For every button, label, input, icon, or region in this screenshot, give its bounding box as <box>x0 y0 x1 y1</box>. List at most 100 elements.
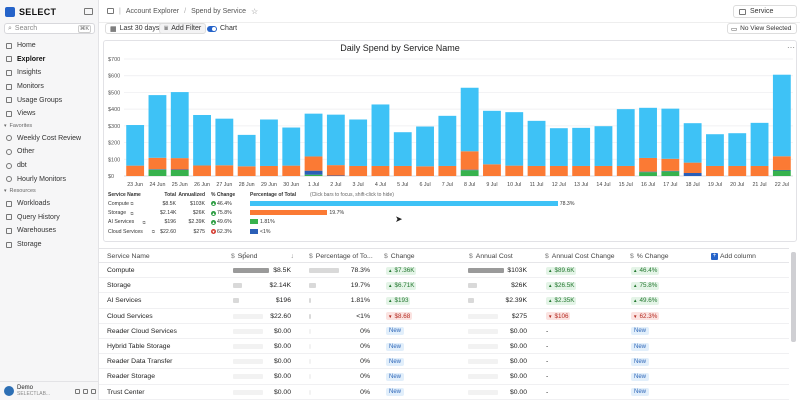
bar-segment[interactable] <box>170 92 189 159</box>
col-pct-change[interactable]: $% Change <box>630 249 669 263</box>
sort-icon[interactable]: ⤢ <box>240 252 247 259</box>
favorite-star-icon[interactable]: ☆ <box>250 6 259 16</box>
bar-segment[interactable] <box>483 164 501 176</box>
bar-segment[interactable] <box>126 125 145 166</box>
external-link-icon[interactable]: ⧉ <box>142 219 146 225</box>
bar-segment[interactable] <box>706 134 724 166</box>
bar-segment[interactable] <box>505 112 524 166</box>
bar-segment[interactable] <box>170 158 189 170</box>
service-name[interactable]: Hybrid Table Storage <box>107 343 171 350</box>
favorites-section[interactable]: ▾ Favorites <box>0 121 99 132</box>
bar-segment[interactable] <box>438 115 457 166</box>
service-name[interactable]: AI Services <box>107 297 142 305</box>
bar-segment[interactable] <box>639 172 657 176</box>
resource-item[interactable]: Storage <box>0 238 99 252</box>
bar-segment[interactable] <box>661 170 680 172</box>
bar-segment[interactable] <box>572 127 591 166</box>
favorite-item[interactable]: Weekly Cost Review <box>0 132 99 146</box>
bar-segment[interactable] <box>706 165 724 176</box>
bar-segment[interactable] <box>728 165 747 176</box>
external-link-icon[interactable]: ⧉ <box>151 229 155 235</box>
resource-item[interactable]: Workloads <box>0 197 99 211</box>
bar-segment[interactable] <box>661 171 680 176</box>
panel-toggle-icon[interactable] <box>107 8 114 14</box>
bar-segment[interactable] <box>371 165 390 176</box>
bar-segment[interactable] <box>572 165 591 176</box>
bar-segment[interactable] <box>772 170 791 176</box>
share-bar[interactable] <box>250 200 558 206</box>
service-name[interactable]: Trust Center <box>107 388 145 396</box>
bar-segment[interactable] <box>282 127 301 166</box>
bar-segment[interactable] <box>148 157 167 170</box>
table-row[interactable]: Reader Cloud Services $0.00 0% New $0.00 - New <box>99 324 789 339</box>
bar-segment[interactable] <box>237 134 256 167</box>
bar-segment[interactable] <box>326 165 345 176</box>
resource-item[interactable]: Query History <box>0 211 99 225</box>
table-scrollbar[interactable] <box>791 252 796 342</box>
bar-segment[interactable] <box>393 165 412 176</box>
sidebar-item[interactable]: Explorer <box>0 53 99 67</box>
bar-segment[interactable] <box>170 169 189 170</box>
bar-segment[interactable] <box>193 114 211 166</box>
bar-segment[interactable] <box>460 169 479 171</box>
resources-section[interactable]: ▾ Resources <box>0 186 99 197</box>
service-name[interactable]: Reader Data Transfer <box>107 358 173 366</box>
table-row[interactable]: Reader Data Transfer $0.00 0% New $0.00 - New <box>99 354 789 370</box>
sidebar-item[interactable]: Home <box>0 39 99 53</box>
sidebar-item[interactable]: Monitors <box>0 80 99 94</box>
bar-segment[interactable] <box>772 74 791 157</box>
col-percentage[interactable]: $ Percentage of To... <box>309 249 373 263</box>
favorite-item[interactable]: Other <box>0 145 99 159</box>
bar-segment[interactable] <box>304 113 323 157</box>
bar-segment[interactable] <box>661 108 680 159</box>
bar-segment[interactable] <box>260 119 278 166</box>
share-bar[interactable] <box>250 209 328 215</box>
bar-segment[interactable] <box>215 165 234 176</box>
bar-segment[interactable] <box>282 165 301 176</box>
user-menu[interactable]: Demo SELECTLAB... <box>0 381 99 400</box>
share-bar[interactable] <box>250 228 258 234</box>
bar-segment[interactable] <box>750 165 769 176</box>
col-change[interactable]: $ Change <box>384 249 415 263</box>
summary-row[interactable]: AI Services ⧉ $196 $2.39K ▲ 49.6% 1.81% <box>108 218 668 227</box>
service-name[interactable]: Reader Cloud Services <box>107 327 177 335</box>
bar-segment[interactable] <box>148 95 167 158</box>
resource-item[interactable]: Warehouses <box>0 224 99 238</box>
table-row[interactable]: AI Services $196 1.81% ▲ $193 $2.39K ▲ $2.35K ▲ 4… <box>99 293 789 309</box>
brand[interactable]: SELECT <box>5 6 56 18</box>
sidebar-collapse-icon[interactable] <box>84 8 93 15</box>
table-row[interactable]: Trust Center $0.00 0% New $0.00 - New <box>99 385 789 400</box>
col-service-name[interactable]: Service Name ⤢ <box>107 249 246 263</box>
summary-row[interactable]: Storage ⧉ $2.14K $26K ▲ 75.8% 19.7% <box>108 208 668 217</box>
chat-icon[interactable] <box>83 388 88 394</box>
service-button[interactable]: Service <box>733 5 797 18</box>
service-name[interactable]: Compute <box>107 267 135 274</box>
col-annual-cost-change[interactable]: $ Annual Cost Change <box>545 249 615 263</box>
table-row[interactable]: Hybrid Table Storage $0.00 0% New $0.00 - New <box>99 339 789 355</box>
table-row[interactable]: Storage $2.14K 19.7% ▲ $6.71K $26K ▲ $26.5K ▲ 75.… <box>99 278 789 294</box>
bar-segment[interactable] <box>260 165 278 176</box>
summary-service-name[interactable]: Compute <box>108 200 130 207</box>
add-filter-button[interactable]: ⩸ Add Filter <box>159 23 207 34</box>
bar-segment[interactable] <box>126 165 145 176</box>
help-icon[interactable] <box>75 388 80 394</box>
bar-segment[interactable] <box>304 156 323 171</box>
bar-segment[interactable] <box>683 123 702 163</box>
summary-row[interactable]: Compute ⧉ $8.5K $103K ▲ 46.4% 78.3% <box>108 199 668 208</box>
sidebar-item[interactable]: Insights <box>0 66 99 80</box>
summary-service-name[interactable]: Storage <box>108 210 127 217</box>
bar-segment[interactable] <box>772 169 791 171</box>
bar-segment[interactable] <box>594 165 613 176</box>
service-name[interactable]: Storage <box>107 282 131 290</box>
view-select[interactable]: ▭ No View Selected <box>727 23 797 34</box>
summary-service-name[interactable]: Cloud Services <box>108 228 143 235</box>
chart-menu-icon[interactable]: ⋯ <box>787 43 795 52</box>
bar-segment[interactable] <box>483 110 501 165</box>
bar-segment[interactable] <box>728 133 747 166</box>
service-name[interactable]: Cloud Services <box>107 312 153 320</box>
favorite-item[interactable]: dbt <box>0 159 99 173</box>
bar-segment[interactable] <box>148 169 167 176</box>
summary-service-name[interactable]: AI Services <box>108 219 135 226</box>
sidebar-item[interactable]: Views <box>0 107 99 121</box>
table-row[interactable]: Reader Storage $0.00 0% New $0.00 - New <box>99 369 789 385</box>
